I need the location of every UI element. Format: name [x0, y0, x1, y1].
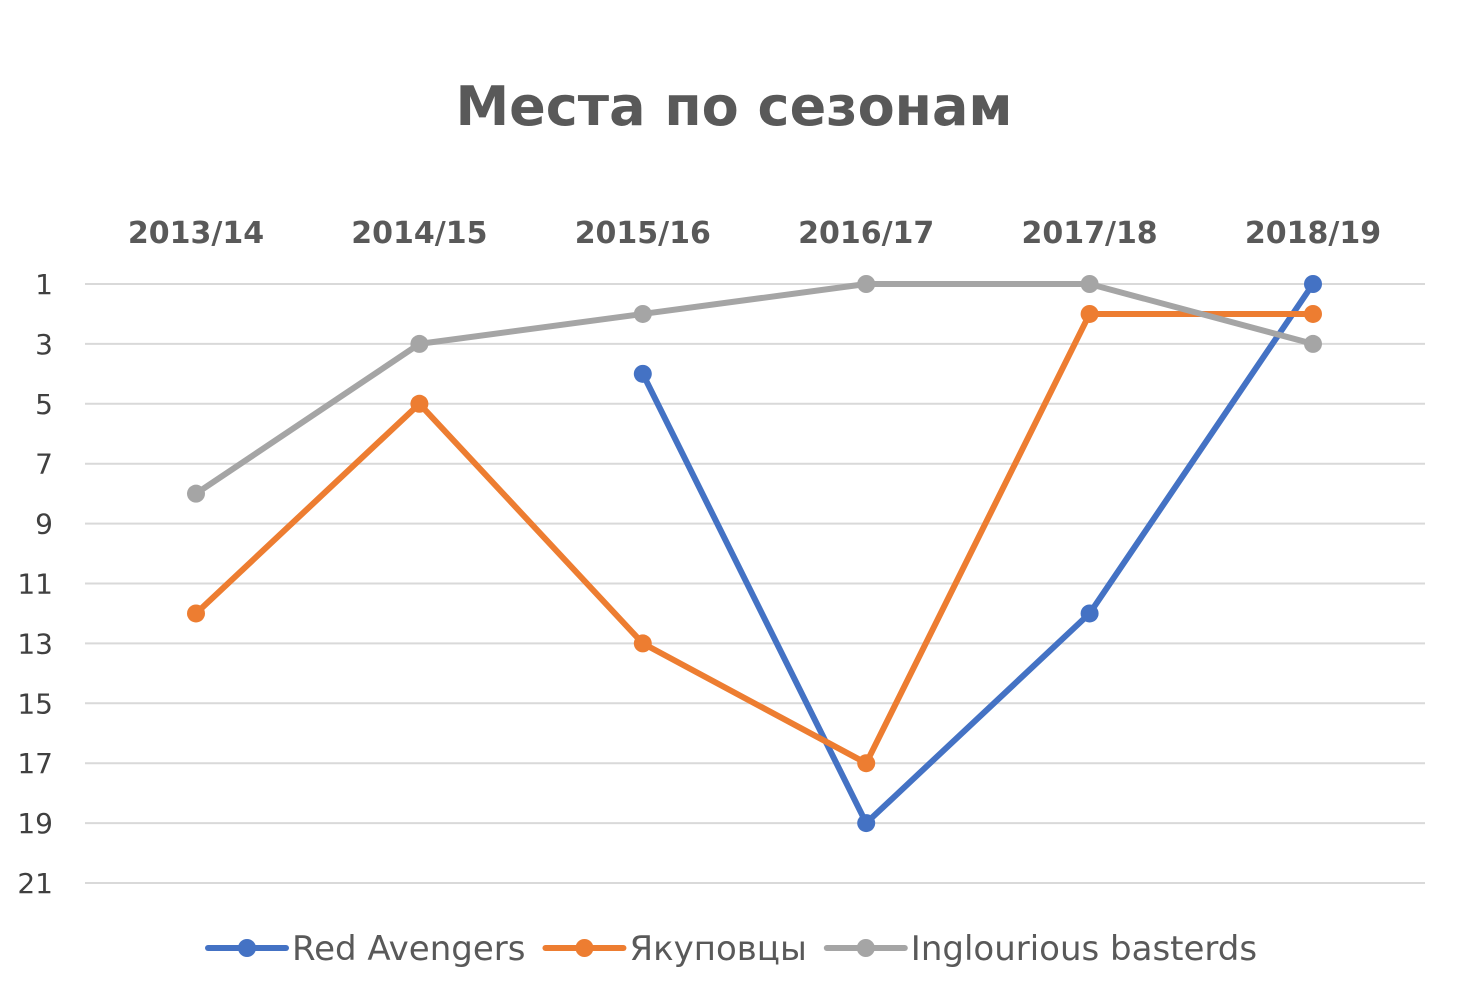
legend: Red Avengers Якуповцы Inglourious basterds: [205, 929, 1257, 969]
data-point: [410, 334, 429, 353]
data-point: [633, 634, 652, 653]
data-point: [857, 275, 876, 293]
legend-marker: [238, 939, 256, 957]
x-tick-label: 2016/17: [798, 216, 934, 251]
x-axis-ticks: 2013/14 2014/15 2015/16 2016/17 2017/18 2018/…: [128, 216, 1381, 251]
x-tick-label: 2015/16: [575, 216, 711, 251]
data-point: [187, 604, 205, 623]
x-tick-label: 2014/15: [351, 216, 487, 251]
y-tick-label: 9: [35, 508, 53, 541]
data-point: [633, 364, 652, 383]
data-point: [410, 394, 429, 413]
legend-marker: [856, 939, 875, 957]
y-tick-label: 3: [35, 328, 53, 361]
x-tick-label: 2013/14: [128, 216, 264, 251]
legend-label: Якуповцы: [629, 929, 806, 969]
data-point: [857, 814, 876, 833]
series-group: [187, 304, 1322, 773]
y-tick-label: 21: [17, 867, 53, 900]
chart-title: Места по сезонам: [455, 75, 1012, 138]
y-tick-label: 13: [17, 627, 53, 660]
data-point: [1080, 275, 1099, 293]
series-line: [193, 281, 1316, 497]
data-point: [857, 754, 876, 773]
series-group: [187, 275, 1322, 503]
legend-label: Red Avengers: [292, 929, 525, 969]
y-tick-label: 19: [17, 807, 53, 840]
y-tick-label: 15: [17, 687, 53, 720]
legend-marker: [575, 939, 594, 957]
data-point: [1304, 334, 1322, 353]
y-tick-label: 17: [17, 747, 53, 780]
x-tick-label: 2018/19: [1245, 216, 1381, 251]
data-point: [633, 304, 652, 323]
legend-item: Red Avengers: [205, 929, 525, 969]
y-tick-label: 11: [17, 568, 53, 601]
x-tick-label: 2017/18: [1021, 216, 1157, 251]
data-point: [1080, 604, 1099, 623]
gridlines: [85, 283, 1425, 884]
legend-item: Якуповцы: [542, 929, 807, 969]
data-point: [1304, 304, 1322, 323]
legend-label: Inglourious basterds: [911, 929, 1257, 969]
y-tick-label: 5: [35, 388, 53, 421]
series-group: [633, 275, 1322, 833]
y-tick-label: 7: [35, 448, 53, 481]
series: [187, 275, 1322, 833]
series-line: [639, 281, 1316, 827]
legend-item: Inglourious basterds: [823, 929, 1257, 969]
data-point: [1304, 275, 1322, 293]
data-point: [187, 484, 205, 503]
series-line: [193, 310, 1316, 767]
y-tick-label: 1: [35, 268, 53, 301]
data-point: [1080, 304, 1099, 323]
